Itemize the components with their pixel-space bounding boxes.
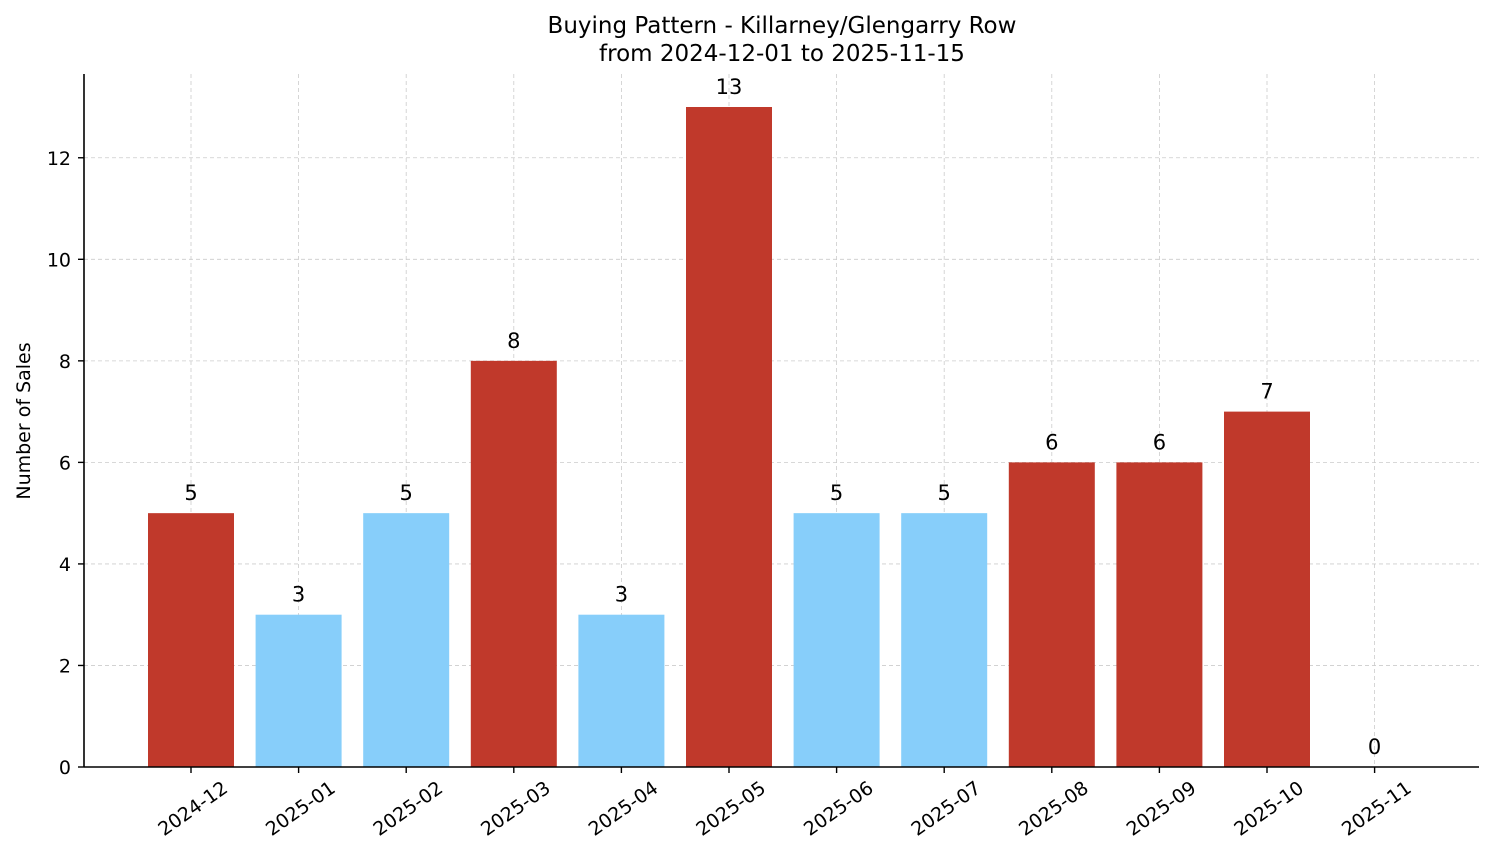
- value-label-2025-01: 3: [292, 583, 305, 607]
- y-axis-ticks: 0 2 4 6 8 10 12: [47, 148, 84, 779]
- value-label-2025-06: 5: [830, 481, 843, 505]
- bar-2025-09: [1116, 462, 1203, 767]
- x-tick-label-2025-02: 2025-02: [369, 777, 447, 841]
- value-label-2025-09: 6: [1153, 430, 1166, 454]
- x-tick-label-2024-12: 2024-12: [154, 777, 232, 841]
- x-tick-label-2025-10: 2025-10: [1230, 777, 1308, 841]
- value-label-2024-12: 5: [184, 481, 197, 505]
- y-tick-label: 0: [59, 757, 71, 779]
- bar-2024-12: [148, 513, 234, 767]
- x-tick-label-2025-08: 2025-08: [1015, 777, 1093, 841]
- x-tick-label-2025-01: 2025-01: [262, 777, 340, 841]
- y-tick-label: 8: [59, 351, 71, 373]
- y-tick-label: 6: [59, 452, 71, 474]
- x-tick-label-2025-06: 2025-06: [800, 777, 878, 841]
- value-label-2025-03: 8: [507, 329, 520, 353]
- chart-subtitle: from 2024-12-01 to 2025-11-15: [599, 41, 965, 67]
- value-label-2025-07: 5: [938, 481, 951, 505]
- value-label-2025-11: 0: [1368, 735, 1381, 759]
- bar-2025-06: [793, 513, 880, 767]
- bar-2025-10: [1224, 411, 1310, 767]
- value-labels: 5 3 5 8 3 13 5 5 6 6 7 0: [184, 75, 1381, 759]
- value-label-2025-04: 3: [615, 583, 628, 607]
- y-tick-label: 12: [47, 148, 71, 170]
- y-tick-label: 4: [59, 554, 71, 576]
- x-axis-ticks: 2024-12 2025-01 2025-02 2025-03 2025-04 2025-…: [154, 767, 1415, 841]
- axes: [83, 74, 1479, 768]
- bar-2025-07: [901, 513, 988, 767]
- x-tick-label-2025-07: 2025-07: [907, 777, 985, 841]
- value-label-2025-08: 6: [1045, 430, 1058, 454]
- x-tick-label-2025-05: 2025-05: [692, 777, 770, 841]
- bar-2025-08: [1008, 462, 1095, 767]
- x-tick-label-2025-04: 2025-04: [585, 777, 663, 841]
- bar-2025-01: [255, 614, 342, 767]
- bars: [148, 107, 1310, 767]
- value-label-2025-05: 13: [716, 75, 743, 99]
- x-tick-label-2025-11: 2025-11: [1338, 777, 1416, 841]
- value-label-2025-10: 7: [1260, 380, 1273, 404]
- y-tick-label: 2: [59, 655, 71, 677]
- bar-2025-03: [470, 360, 557, 767]
- y-tick-label: 10: [47, 249, 71, 271]
- chart-title: Buying Pattern - Killarney/Glengarry Row: [548, 13, 1017, 39]
- x-tick-label-2025-09: 2025-09: [1123, 777, 1201, 841]
- bar-2025-02: [363, 513, 450, 767]
- x-tick-label-2025-03: 2025-03: [477, 777, 555, 841]
- bar-2025-04: [578, 614, 665, 767]
- y-axis-label: Number of Sales: [13, 342, 35, 499]
- bar-2025-05: [686, 107, 772, 767]
- value-label-2025-02: 5: [400, 481, 413, 505]
